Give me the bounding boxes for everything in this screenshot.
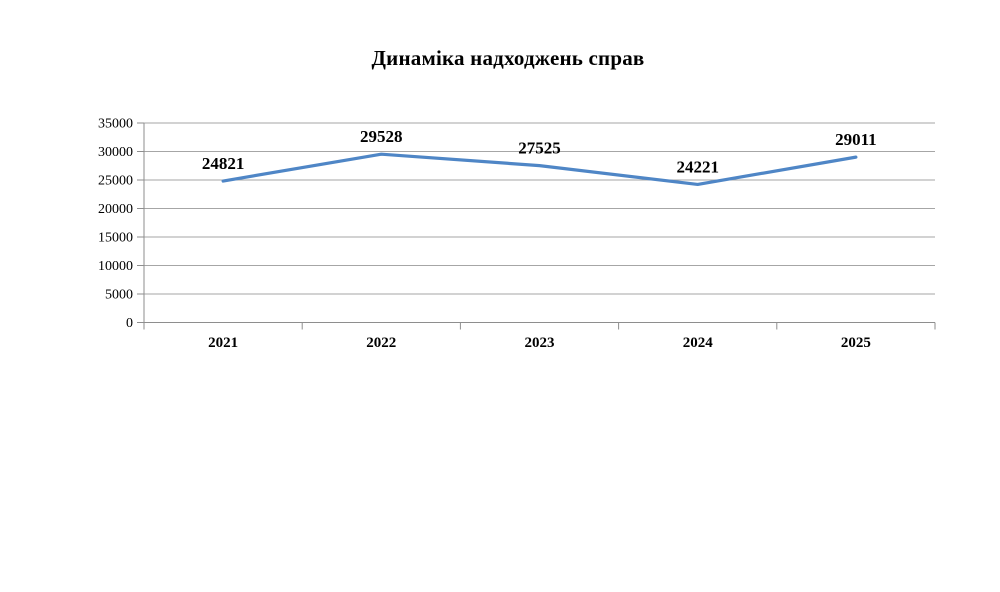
data-label: 27525 bbox=[518, 139, 561, 158]
series-line bbox=[221, 152, 858, 187]
y-tick-label: 20000 bbox=[98, 202, 133, 217]
data-label: 29528 bbox=[360, 127, 403, 146]
y-tick-label: 30000 bbox=[98, 145, 133, 160]
x-category-label: 2024 bbox=[683, 335, 714, 351]
y-tick-label: 5000 bbox=[105, 288, 133, 303]
x-category-label: 2025 bbox=[841, 335, 871, 351]
y-tick-label: 25000 bbox=[98, 174, 133, 189]
data-label: 24821 bbox=[202, 154, 245, 173]
x-category-label: 2023 bbox=[525, 335, 555, 351]
x-category-label: 2021 bbox=[208, 335, 238, 351]
chart-title: Динаміка надходжень справ bbox=[371, 46, 645, 70]
y-tick-label: 15000 bbox=[98, 231, 133, 246]
x-category-label: 2022 bbox=[366, 335, 396, 351]
y-tick-label: 35000 bbox=[98, 117, 133, 132]
data-label: 24221 bbox=[676, 157, 719, 176]
y-tick-label: 10000 bbox=[98, 259, 133, 274]
data-label: 29011 bbox=[835, 130, 877, 149]
y-tick-label: 0 bbox=[126, 316, 133, 331]
